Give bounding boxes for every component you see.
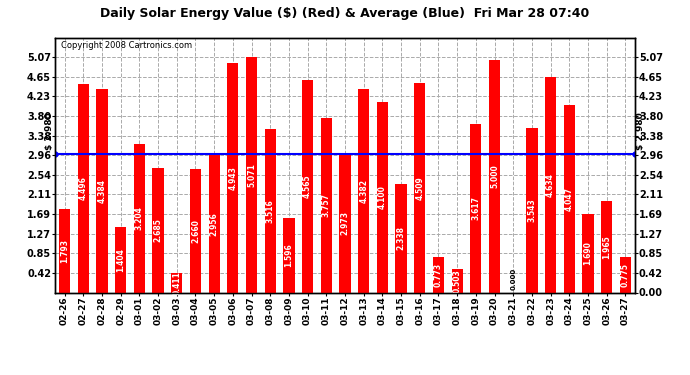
Text: 4.634: 4.634 <box>546 173 555 197</box>
Text: 2.660: 2.660 <box>191 219 200 243</box>
Text: Copyright 2008 Cartronics.com: Copyright 2008 Cartronics.com <box>61 41 192 50</box>
Text: 3.204: 3.204 <box>135 206 144 230</box>
Bar <box>115 227 126 292</box>
Text: 0.775: 0.775 <box>621 262 630 286</box>
Bar <box>190 169 201 292</box>
Text: 1.596: 1.596 <box>284 243 293 267</box>
Text: 1.404: 1.404 <box>116 248 125 272</box>
Text: 4.496: 4.496 <box>79 176 88 200</box>
Bar <box>339 154 351 292</box>
Text: 0.411: 0.411 <box>172 271 181 295</box>
Bar <box>433 256 444 292</box>
Text: 2.338: 2.338 <box>397 226 406 250</box>
Text: 0.773: 0.773 <box>434 262 443 286</box>
Bar <box>358 89 369 292</box>
Text: 4.382: 4.382 <box>359 179 368 203</box>
Bar <box>59 209 70 292</box>
Bar <box>227 63 239 292</box>
Bar <box>395 184 406 292</box>
Bar <box>526 128 538 292</box>
Text: 2.973: 2.973 <box>340 211 350 236</box>
Text: 0.503: 0.503 <box>453 269 462 293</box>
Text: 2.956: 2.956 <box>210 212 219 236</box>
Text: $ 2.980: $ 2.980 <box>46 112 55 150</box>
Bar <box>471 124 482 292</box>
Text: 5.000: 5.000 <box>490 165 499 188</box>
Bar <box>582 214 593 292</box>
Text: 3.617: 3.617 <box>471 196 480 220</box>
Text: 1.965: 1.965 <box>602 235 611 259</box>
Bar <box>414 83 426 292</box>
Text: 4.565: 4.565 <box>303 175 312 198</box>
Text: 5.071: 5.071 <box>247 163 256 187</box>
Bar <box>564 105 575 292</box>
Text: 3.516: 3.516 <box>266 199 275 223</box>
Bar <box>208 155 219 292</box>
Text: 3.543: 3.543 <box>527 198 536 222</box>
Bar <box>321 118 332 292</box>
Bar <box>489 60 500 292</box>
Text: 0.000: 0.000 <box>511 268 516 290</box>
Text: 4.100: 4.100 <box>378 185 387 209</box>
Text: 1.690: 1.690 <box>584 242 593 265</box>
Bar <box>171 273 182 292</box>
Bar <box>152 168 164 292</box>
Bar <box>134 144 145 292</box>
Text: 4.047: 4.047 <box>565 186 574 210</box>
Bar <box>264 129 276 292</box>
Bar <box>545 77 556 292</box>
Text: 4.384: 4.384 <box>97 178 106 203</box>
Bar <box>377 102 388 292</box>
Text: 4.509: 4.509 <box>415 176 424 200</box>
Bar <box>601 201 612 292</box>
Text: 3.757: 3.757 <box>322 193 331 217</box>
Bar <box>302 81 313 292</box>
Text: 2.685: 2.685 <box>154 218 163 242</box>
Bar <box>97 89 108 292</box>
Bar <box>78 84 89 292</box>
Text: Daily Solar Energy Value ($) (Red) & Average (Blue)  Fri Mar 28 07:40: Daily Solar Energy Value ($) (Red) & Ave… <box>100 8 590 21</box>
Text: 4.943: 4.943 <box>228 166 237 190</box>
Text: $ 2.980: $ 2.980 <box>635 112 644 150</box>
Bar <box>451 269 463 292</box>
Bar <box>284 218 295 292</box>
Bar <box>620 256 631 292</box>
Text: 1.793: 1.793 <box>60 239 69 263</box>
Bar <box>246 57 257 292</box>
